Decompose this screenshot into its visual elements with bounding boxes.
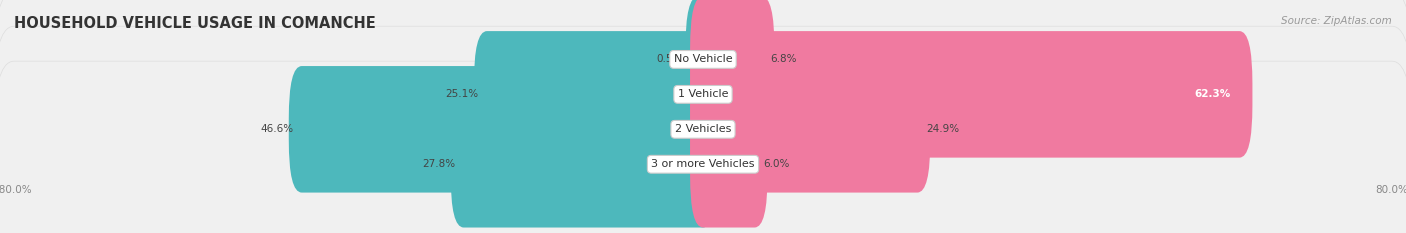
Text: 6.8%: 6.8% bbox=[770, 55, 797, 64]
FancyBboxPatch shape bbox=[288, 66, 716, 192]
FancyBboxPatch shape bbox=[690, 66, 931, 192]
FancyBboxPatch shape bbox=[0, 0, 1406, 198]
FancyBboxPatch shape bbox=[690, 31, 1253, 158]
FancyBboxPatch shape bbox=[474, 31, 716, 158]
Text: 25.1%: 25.1% bbox=[446, 89, 478, 99]
Text: HOUSEHOLD VEHICLE USAGE IN COMANCHE: HOUSEHOLD VEHICLE USAGE IN COMANCHE bbox=[14, 16, 375, 31]
Text: 6.0%: 6.0% bbox=[763, 159, 790, 169]
Text: 3 or more Vehicles: 3 or more Vehicles bbox=[651, 159, 755, 169]
Legend: Owner-occupied, Renter-occupied: Owner-occupied, Renter-occupied bbox=[582, 230, 824, 233]
Text: No Vehicle: No Vehicle bbox=[673, 55, 733, 64]
FancyBboxPatch shape bbox=[0, 26, 1406, 233]
Text: 2 Vehicles: 2 Vehicles bbox=[675, 124, 731, 134]
FancyBboxPatch shape bbox=[686, 0, 716, 123]
Text: 27.8%: 27.8% bbox=[422, 159, 456, 169]
Text: Source: ZipAtlas.com: Source: ZipAtlas.com bbox=[1281, 16, 1392, 26]
Text: 24.9%: 24.9% bbox=[927, 124, 959, 134]
FancyBboxPatch shape bbox=[690, 0, 775, 123]
Text: 0.54%: 0.54% bbox=[657, 55, 690, 64]
FancyBboxPatch shape bbox=[0, 0, 1406, 163]
Text: 1 Vehicle: 1 Vehicle bbox=[678, 89, 728, 99]
Text: 46.6%: 46.6% bbox=[260, 124, 292, 134]
FancyBboxPatch shape bbox=[0, 61, 1406, 233]
Text: 62.3%: 62.3% bbox=[1195, 89, 1230, 99]
FancyBboxPatch shape bbox=[451, 101, 716, 228]
FancyBboxPatch shape bbox=[690, 101, 768, 228]
